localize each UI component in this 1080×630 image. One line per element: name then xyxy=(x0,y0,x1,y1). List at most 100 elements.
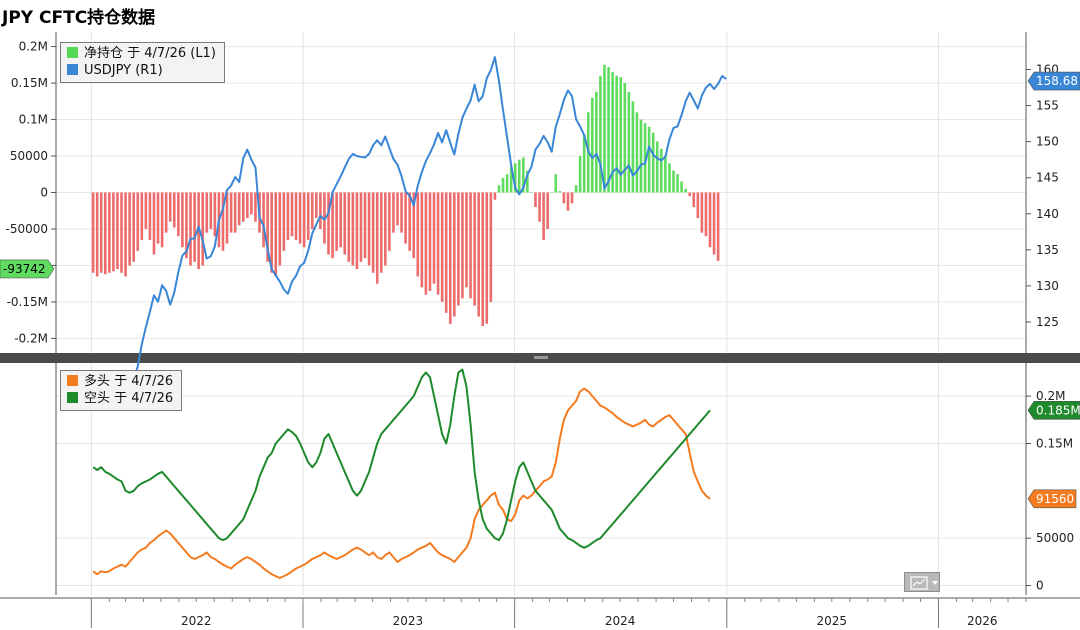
legend-item-short[interactable]: 空头 于 4/7/26 xyxy=(67,390,173,407)
net-position-bar xyxy=(221,192,225,251)
net-position-bar xyxy=(444,192,448,313)
long-last-tag-text: 91560 xyxy=(1036,492,1074,506)
net-position-bar xyxy=(619,77,623,193)
usdjpy-last-tag: 158.68 xyxy=(1027,71,1080,91)
usdjpy-last-tag-shape xyxy=(1027,71,1080,91)
x-tick-label-2023: 2023 xyxy=(393,614,424,628)
net-position-bar xyxy=(570,192,574,204)
net-position-bar xyxy=(237,192,241,226)
net-position-bar xyxy=(392,192,395,233)
net-last-tag: -93742 xyxy=(0,259,55,279)
net-position-bar xyxy=(136,192,140,251)
chevron-down-icon xyxy=(932,581,938,585)
net-position-bar xyxy=(505,174,509,193)
legend-bottom[interactable]: 多头 于 4/7/26 空头 于 4/7/26 xyxy=(60,370,183,411)
right-tick-label: 150 xyxy=(1036,135,1059,149)
net-position-bar xyxy=(193,192,196,262)
net-position-bar xyxy=(599,75,602,193)
net-position-bar xyxy=(160,192,164,248)
net-position-bar xyxy=(582,134,586,193)
net-position-bar xyxy=(128,192,131,266)
net-position-bar xyxy=(343,192,347,255)
net-position-bar xyxy=(367,192,371,266)
net-position-bar xyxy=(294,192,298,240)
net-position-bar xyxy=(282,192,286,251)
net-position-bar xyxy=(116,192,119,270)
net-position-bar xyxy=(140,192,144,240)
x-tick-label-2025: 2025 xyxy=(816,614,847,628)
net-position-bar xyxy=(375,192,379,284)
right-tick-label: 140 xyxy=(1036,207,1059,221)
legend-swatch-long xyxy=(67,375,78,386)
net-position-bar xyxy=(660,148,663,193)
x-tick-label-2026: 2026 xyxy=(967,614,998,628)
legend-label-short: 空头 于 4/7/26 xyxy=(84,391,174,406)
right-tick-label: 155 xyxy=(1036,99,1059,113)
net-position-bar xyxy=(363,192,367,259)
net-position-bar xyxy=(424,192,428,295)
net-position-bar xyxy=(436,192,440,295)
net-position-bar xyxy=(700,192,704,233)
left-tick-label: 0.15M xyxy=(11,76,48,90)
chart-tool-button[interactable] xyxy=(904,572,940,592)
usdjpy-line xyxy=(92,56,727,398)
net-position-bar xyxy=(302,192,306,248)
net-position-bar xyxy=(400,192,403,233)
usdjpy-last-tag-text: 158.68 xyxy=(1036,74,1078,88)
net-position-bar xyxy=(120,192,123,273)
net-position-bar xyxy=(416,192,420,277)
x-tick-label-2024: 2024 xyxy=(605,614,636,628)
bottom-right-tick-label: 50000 xyxy=(1036,531,1074,545)
net-position-bar xyxy=(286,192,290,240)
net-position-bar xyxy=(189,192,192,266)
legend-label-net: 净持仓 于 4/7/26 (L1) xyxy=(84,46,216,61)
net-position-bar xyxy=(209,192,213,229)
right-tick-label: 145 xyxy=(1036,171,1059,185)
net-position-bar xyxy=(481,192,485,327)
right-tick-label: 130 xyxy=(1036,279,1059,293)
net-position-bar xyxy=(473,192,476,306)
net-position-bar xyxy=(432,192,436,284)
net-position-bar xyxy=(489,192,493,302)
long-last-tag-shape xyxy=(1027,489,1077,509)
net-position-bar xyxy=(655,141,659,193)
net-position-bar xyxy=(168,192,172,222)
net-position-bar xyxy=(664,156,667,193)
legend-label-long: 多头 于 4/7/26 xyxy=(84,374,174,389)
net-position-bar xyxy=(647,126,651,193)
net-position-bar xyxy=(461,192,464,299)
net-position-bar xyxy=(643,123,647,193)
net-position-bar xyxy=(607,67,610,193)
net-position-bar xyxy=(241,192,245,222)
net-position-bar xyxy=(469,192,472,299)
net-position-bar xyxy=(627,91,631,193)
net-position-bar xyxy=(335,192,338,251)
net-last-tag-shape xyxy=(0,259,55,279)
net-position-bar xyxy=(485,192,489,324)
net-position-bar xyxy=(124,192,127,277)
long-last-tag: 91560 xyxy=(1027,489,1077,509)
legend-item-long[interactable]: 多头 于 4/7/26 xyxy=(67,373,173,390)
net-position-bar xyxy=(306,192,310,240)
right-tick-label: 135 xyxy=(1036,243,1059,257)
net-position-bar xyxy=(262,192,265,248)
net-position-bar xyxy=(651,132,655,193)
legend-item-usdjpy[interactable]: USDJPY (R1) xyxy=(67,62,216,79)
net-position-bar xyxy=(205,192,209,233)
net-position-bar xyxy=(388,192,391,251)
page-title: JPY CFTC持仓数据 xyxy=(2,8,156,28)
net-position-bar xyxy=(371,192,375,273)
net-position-bar xyxy=(615,75,618,193)
short-last-tag-shape xyxy=(1027,401,1080,420)
net-position-bar xyxy=(351,192,355,266)
net-position-bar xyxy=(501,177,505,193)
net-position-bar xyxy=(290,192,294,237)
net-position-bar xyxy=(680,181,683,193)
net-position-bar xyxy=(672,170,675,193)
net-position-bar xyxy=(298,192,302,244)
net-position-bar xyxy=(591,97,594,193)
legend-top[interactable]: 净持仓 于 4/7/26 (L1) USDJPY (R1) xyxy=(60,42,225,83)
legend-item-net[interactable]: 净持仓 于 4/7/26 (L1) xyxy=(67,45,216,62)
net-position-bar xyxy=(331,192,334,259)
